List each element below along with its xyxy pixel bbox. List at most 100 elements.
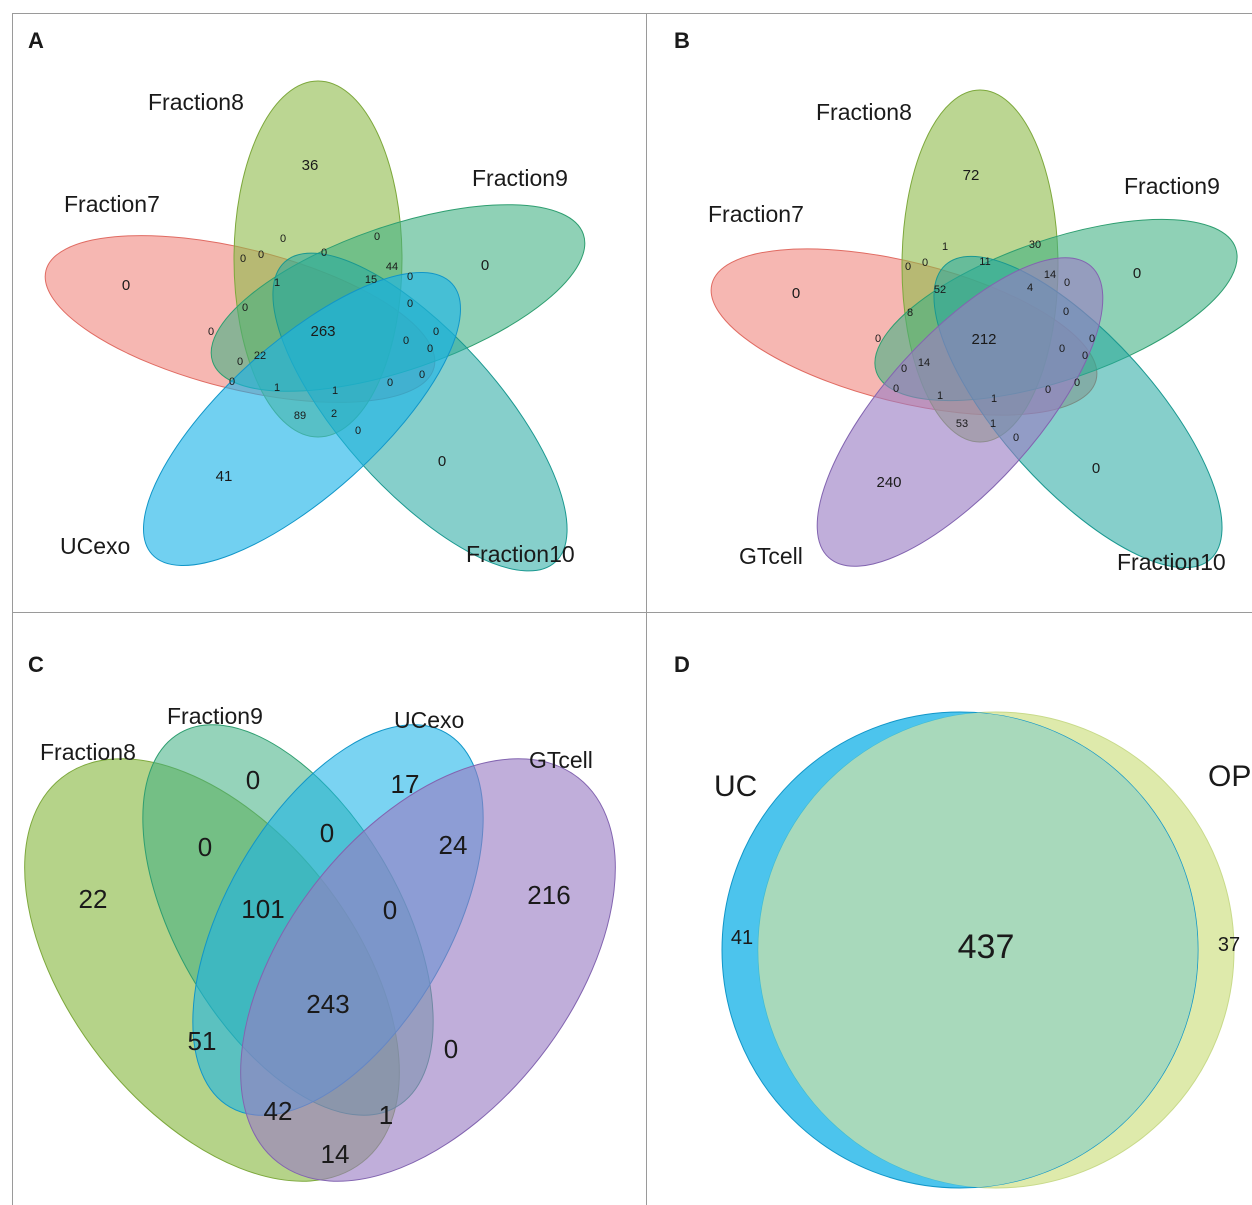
venn-d-counts: 41 437 37	[731, 927, 1240, 966]
fraction9-label: Fraction9	[472, 165, 568, 191]
count-region: 14	[918, 357, 930, 369]
count-region: 0	[905, 261, 911, 273]
ucexo-label: UCexo	[394, 707, 464, 733]
count-region: 30	[1029, 239, 1041, 251]
count-region: 0	[258, 249, 264, 261]
count-region: 0	[387, 377, 393, 389]
count-region: 0	[242, 302, 248, 314]
count-fraction10-only: 0	[438, 453, 446, 470]
count-region: 1	[274, 382, 280, 394]
count-fraction8-only: 36	[302, 157, 319, 174]
panel-a-five-set-venn: A Fraction8 Fraction9 Fraction7 UCexo Fr…	[12, 14, 646, 612]
count-fraction8-only: 22	[79, 884, 108, 914]
count-region: 4	[1027, 282, 1033, 294]
count-gtcell-only: 216	[527, 880, 570, 910]
count-region: 0	[1082, 350, 1088, 362]
count-region: 52	[934, 284, 946, 296]
count-region: 0	[444, 1034, 458, 1064]
count-fraction8-only: 72	[963, 167, 980, 184]
count-region: 1	[379, 1100, 393, 1130]
count-region: 243	[306, 989, 349, 1019]
frame-left-line	[12, 13, 13, 1205]
count-region: 0	[922, 257, 928, 269]
panel-c-letter: C	[28, 652, 44, 677]
count-all-five: 212	[971, 331, 996, 348]
fraction7-label: Fraction7	[708, 201, 804, 227]
count-region: 1	[332, 385, 338, 397]
panel-c-four-set-venn: C Fraction8 Fraction9 UCexo GTcell 0 17 …	[12, 612, 646, 1205]
count-region: 0	[280, 233, 286, 245]
count-region: 0	[875, 333, 881, 345]
count-region: 14	[1044, 269, 1056, 281]
count-fraction9-only: 0	[246, 765, 260, 795]
panel-d-letter: D	[674, 652, 690, 677]
count-region: 8	[907, 307, 913, 319]
count-region: 0	[383, 895, 397, 925]
fraction10-label: Fraction10	[1117, 549, 1226, 575]
count-region: 0	[229, 376, 235, 388]
count-region: 0	[208, 326, 214, 338]
fraction8-label: Fraction8	[816, 99, 912, 125]
count-region: 1	[937, 390, 943, 402]
venn-b-counts: 72 0 0 0 240 212 1 30 11 0 0 14 0 52 4 0…	[792, 167, 1141, 491]
count-region: 0	[433, 326, 439, 338]
panel-d-two-set-venn: D UC OP 41 437 37	[646, 612, 1252, 1205]
venn-a-counts: 36 0 0 0 41 263 0 0 0 0 0 1 44 15 0 0 0 …	[122, 157, 489, 485]
frame-middle-horizontal-line	[12, 612, 1252, 613]
count-region: 101	[241, 894, 284, 924]
count-region: 0	[1063, 306, 1069, 318]
count-region: 0	[427, 343, 433, 355]
count-region: 14	[321, 1139, 350, 1169]
count-region: 1	[274, 277, 280, 289]
count-fraction9-only: 0	[1133, 265, 1141, 282]
frame-top-line	[12, 13, 1252, 14]
count-fraction7-only: 0	[122, 277, 130, 294]
count-region: 2	[331, 408, 337, 420]
panel-a-letter: A	[28, 28, 44, 53]
count-region: 22	[254, 350, 266, 362]
count-region: 0	[407, 298, 413, 310]
count-region: 0	[1059, 343, 1065, 355]
count-region: 15	[365, 274, 377, 286]
count-region: 0	[1064, 277, 1070, 289]
venn-b-ellipses	[710, 89, 1238, 569]
gtcell-label: GTcell	[739, 543, 803, 569]
panel-b-letter: B	[674, 28, 690, 53]
count-region: 0	[1013, 432, 1019, 444]
count-op-only: 37	[1218, 934, 1240, 956]
fraction9-label: Fraction9	[1124, 173, 1220, 199]
count-gtcell-only: 240	[876, 474, 901, 491]
count-region: 0	[237, 356, 243, 368]
count-region: 51	[188, 1026, 217, 1056]
fraction8-label: Fraction8	[148, 89, 244, 115]
venn-a-ellipses	[44, 80, 586, 572]
fraction9-label: Fraction9	[167, 703, 263, 729]
count-fraction7-only: 0	[792, 285, 800, 302]
venn-c-counts: 0 17 22 216 0 0 24 101 0 243 51 0 42 1 1…	[79, 765, 571, 1169]
gtcell-ellipse	[816, 257, 1104, 567]
count-region: 89	[294, 410, 306, 422]
count-uc-only: 41	[731, 927, 753, 949]
venn-a-svg: A Fraction8 Fraction9 Fraction7 UCexo Fr…	[28, 28, 586, 572]
count-region: 0	[407, 271, 413, 283]
count-region: 1	[991, 393, 997, 405]
count-fraction9-only: 0	[481, 257, 489, 274]
frame-middle-vertical-line	[646, 13, 647, 1205]
count-ucexo-only: 17	[391, 769, 420, 799]
count-region: 0	[419, 369, 425, 381]
count-region: 42	[264, 1096, 293, 1126]
panel-b-five-set-venn: B Fraction8 Fraction9 Fraction7 GTcell F…	[646, 14, 1252, 612]
count-region: 1	[990, 418, 996, 430]
op-label: OP	[1208, 760, 1251, 793]
venn-c-ellipses	[24, 724, 616, 1182]
count-region: 0	[893, 383, 899, 395]
count-fraction10-only: 0	[1092, 460, 1100, 477]
count-region: 0	[403, 335, 409, 347]
count-region: 11	[979, 256, 990, 268]
uc-label: UC	[714, 770, 757, 803]
count-region: 24	[439, 830, 468, 860]
gtcell-ellipse	[240, 758, 616, 1182]
count-region: 0	[320, 818, 334, 848]
count-region: 0	[198, 832, 212, 862]
venn-c-svg: C Fraction8 Fraction9 UCexo GTcell 0 17 …	[24, 652, 616, 1182]
